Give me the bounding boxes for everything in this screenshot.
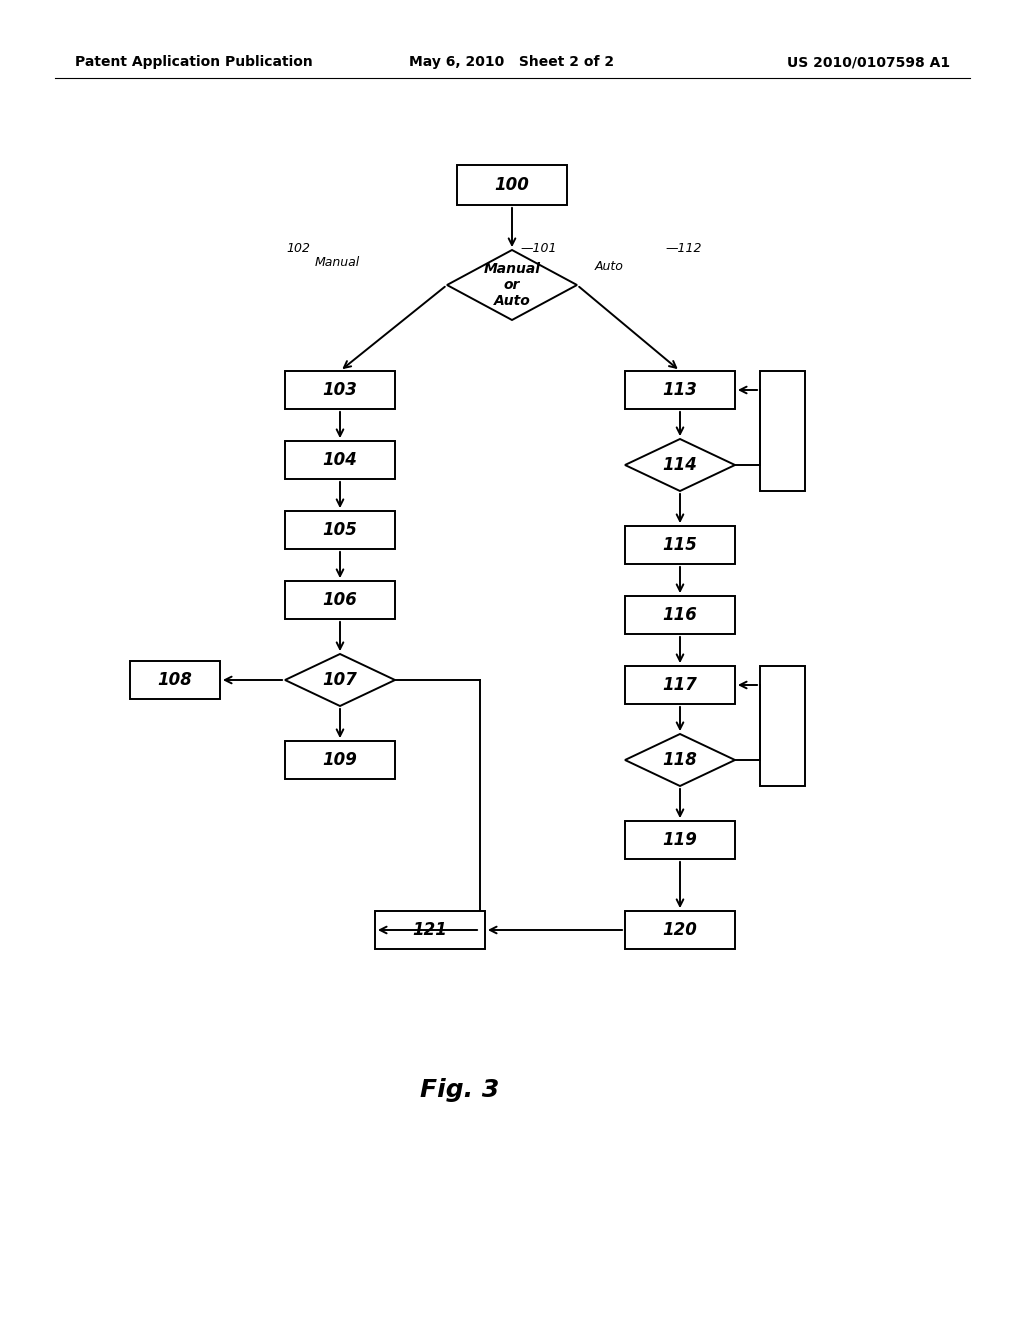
Text: —112: —112 [665,242,701,255]
FancyBboxPatch shape [625,911,735,949]
Polygon shape [625,440,735,491]
FancyBboxPatch shape [625,525,735,564]
Text: 116: 116 [663,606,697,624]
FancyBboxPatch shape [625,371,735,409]
FancyBboxPatch shape [625,667,735,704]
Text: US 2010/0107598 A1: US 2010/0107598 A1 [786,55,950,69]
Polygon shape [447,249,577,319]
Text: 107: 107 [323,671,357,689]
FancyBboxPatch shape [130,661,220,700]
Text: Auto: Auto [595,260,624,273]
Text: Fig. 3: Fig. 3 [421,1078,500,1102]
FancyBboxPatch shape [375,911,485,949]
Text: Manual
or
Auto: Manual or Auto [483,261,541,308]
FancyBboxPatch shape [285,741,395,779]
Text: 115: 115 [663,536,697,554]
Polygon shape [625,734,735,785]
Text: 121: 121 [413,921,447,939]
Text: 114: 114 [663,455,697,474]
Text: 118: 118 [663,751,697,770]
FancyBboxPatch shape [625,597,735,634]
Polygon shape [285,653,395,706]
FancyBboxPatch shape [457,165,567,205]
Text: 109: 109 [323,751,357,770]
Text: 100: 100 [495,176,529,194]
FancyBboxPatch shape [760,667,805,785]
FancyBboxPatch shape [625,821,735,859]
Text: 104: 104 [323,451,357,469]
Text: 113: 113 [663,381,697,399]
FancyBboxPatch shape [285,581,395,619]
Text: Patent Application Publication: Patent Application Publication [75,55,312,69]
Text: 106: 106 [323,591,357,609]
Text: 120: 120 [663,921,697,939]
Text: 103: 103 [323,381,357,399]
Text: 119: 119 [663,832,697,849]
FancyBboxPatch shape [285,371,395,409]
Text: May 6, 2010   Sheet 2 of 2: May 6, 2010 Sheet 2 of 2 [410,55,614,69]
Text: 117: 117 [663,676,697,694]
Text: Manual: Manual [315,256,360,268]
FancyBboxPatch shape [285,441,395,479]
Text: 102: 102 [286,242,310,255]
FancyBboxPatch shape [760,371,805,491]
FancyBboxPatch shape [285,511,395,549]
Text: 105: 105 [323,521,357,539]
Text: —101: —101 [520,242,556,255]
Text: 108: 108 [158,671,193,689]
